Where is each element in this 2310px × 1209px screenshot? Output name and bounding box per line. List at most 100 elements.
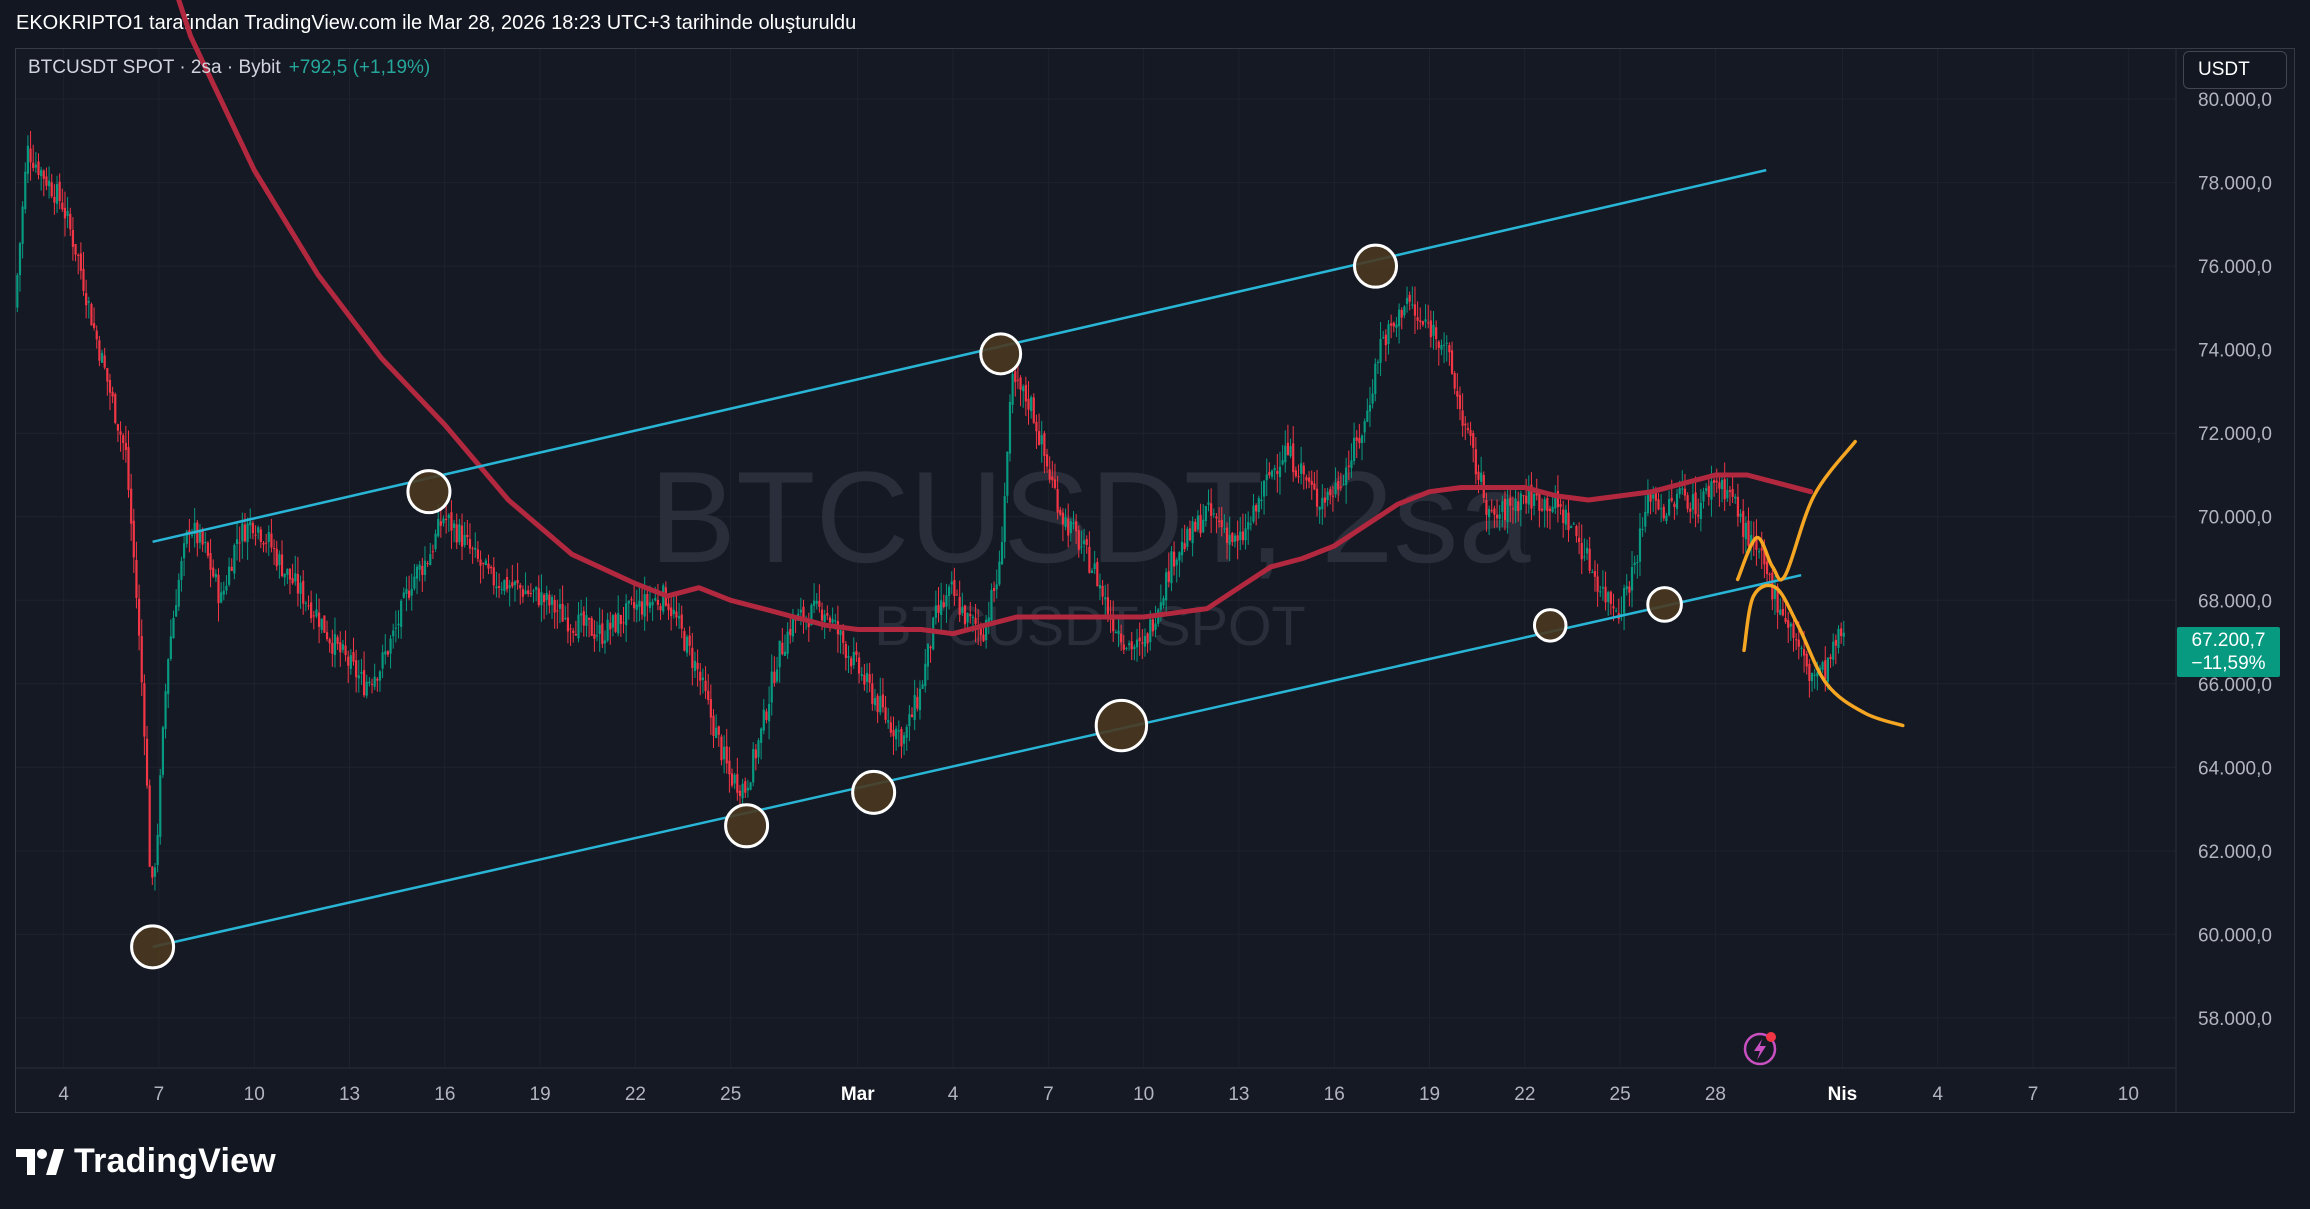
- grid-lines: [16, 49, 2176, 1068]
- candle-body: [971, 616, 975, 618]
- candle-body: [1829, 656, 1832, 660]
- candle-body: [744, 781, 747, 793]
- candle-body: [733, 774, 736, 784]
- candle-body: [413, 576, 416, 589]
- candle-body: [982, 634, 985, 642]
- candle-body: [992, 588, 996, 592]
- candle-body: [1562, 509, 1565, 524]
- candle-body: [868, 674, 871, 683]
- candle-body: [889, 722, 892, 733]
- candle-body: [696, 662, 699, 670]
- candle-body: [558, 604, 562, 609]
- candle-body: [595, 635, 599, 637]
- candle-body: [1220, 519, 1223, 528]
- candle-body: [1419, 320, 1422, 323]
- candle-body: [1191, 521, 1194, 544]
- touch-markers: [130, 243, 1683, 970]
- candle-body: [1416, 317, 1419, 321]
- candle-body: [566, 617, 570, 632]
- candle-body: [807, 620, 810, 628]
- candle-body: [357, 675, 360, 679]
- candle-body: [667, 603, 670, 611]
- candle-body: [1151, 619, 1155, 632]
- candle-body: [683, 631, 686, 651]
- candle-body: [1572, 523, 1575, 525]
- candle-body: [1728, 490, 1732, 492]
- price-tick-label: 76.000,0: [2198, 257, 2272, 278]
- candle-body: [1522, 495, 1525, 497]
- candle-body: [95, 330, 98, 340]
- candle-body: [884, 707, 887, 720]
- candle-body: [550, 596, 554, 605]
- candle-body: [1588, 548, 1591, 571]
- price-tick-label: 70.000,0: [2198, 508, 2272, 529]
- time-tick-label: Mar: [841, 1084, 875, 1105]
- candle-body: [855, 651, 858, 656]
- candle-body: [752, 749, 755, 783]
- candle-body: [418, 564, 421, 570]
- candle-body: [1580, 543, 1583, 560]
- candle-body: [699, 671, 702, 681]
- candle-body: [715, 727, 718, 739]
- candle-body: [1286, 442, 1290, 455]
- candle-body: [508, 585, 511, 588]
- candle-body: [1673, 503, 1676, 507]
- candle-body: [651, 601, 654, 606]
- candle-body: [1138, 637, 1141, 642]
- candle-body: [1030, 397, 1033, 412]
- candle-body: [540, 592, 543, 606]
- candle-body: [1329, 489, 1332, 496]
- tradingview-logo-text: TradingView: [74, 1142, 276, 1180]
- candle-body: [1654, 492, 1657, 501]
- candle-body: [77, 254, 80, 256]
- candle-body: [1323, 497, 1327, 503]
- candle-body: [347, 656, 350, 666]
- candle-body: [1731, 489, 1734, 497]
- currency-button[interactable]: USDT: [2183, 51, 2287, 89]
- candle-body: [1824, 660, 1827, 679]
- tradingview-logo[interactable]: TradingView: [16, 1142, 276, 1181]
- chart-panel[interactable]: [15, 48, 2295, 1113]
- candle-body: [704, 680, 707, 692]
- candle-body: [672, 609, 675, 615]
- candle-body: [482, 563, 485, 565]
- candle-body: [426, 562, 429, 564]
- candle-body: [50, 182, 53, 197]
- candle-body: [818, 600, 821, 607]
- candle-body: [320, 618, 323, 630]
- candle-body: [1395, 324, 1398, 328]
- candle-body: [1011, 373, 1014, 405]
- candle-body: [1585, 547, 1589, 554]
- time-tick-label: 7: [2028, 1084, 2039, 1105]
- candle-body: [74, 243, 77, 255]
- candle-body: [1014, 371, 1017, 383]
- candle-body: [500, 588, 503, 590]
- candle-body: [1040, 435, 1043, 445]
- candle-body: [1154, 623, 1157, 630]
- candle-body: [1125, 647, 1128, 649]
- candle-body: [257, 527, 260, 533]
- candle-body: [1736, 496, 1740, 517]
- candle-body: [1628, 586, 1631, 593]
- candle-body: [164, 691, 167, 729]
- candle-body: [1096, 562, 1099, 587]
- candle-body: [1225, 527, 1229, 543]
- candle-body: [145, 738, 149, 786]
- candle-body: [220, 592, 223, 603]
- candle-body: [1808, 663, 1811, 681]
- candle-body: [564, 617, 567, 619]
- candle-body: [1310, 480, 1313, 485]
- candle-body: [728, 760, 731, 775]
- candle-body: [1080, 546, 1083, 548]
- candle-body: [1644, 511, 1647, 527]
- alert-icon[interactable]: [1743, 1032, 1777, 1066]
- candle-body: [148, 785, 151, 867]
- candle-body: [725, 746, 728, 764]
- candle-body: [1392, 322, 1395, 327]
- candle-body: [124, 442, 127, 451]
- candle-body: [648, 602, 652, 609]
- candle-body: [839, 630, 842, 636]
- candle-body: [654, 597, 657, 601]
- candle-body: [1480, 472, 1483, 482]
